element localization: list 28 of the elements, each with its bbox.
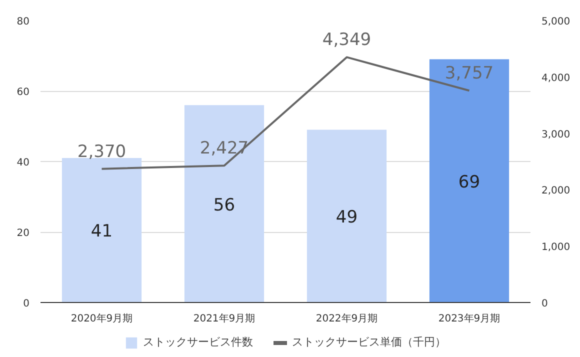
x-tick-label: 2023年9月期 xyxy=(438,312,500,324)
data-label: 4,349 xyxy=(322,30,372,50)
bar xyxy=(62,158,142,302)
x-tick-label: 2020年9月期 xyxy=(70,312,133,324)
data-label: 56 xyxy=(213,195,236,216)
y-tick-label: 20 xyxy=(16,228,30,239)
y2-tick-label: 2,000 xyxy=(542,186,570,197)
x-tick-label: 2022年9月期 xyxy=(316,312,378,324)
data-label: 3,757 xyxy=(444,64,494,84)
data-label: 49 xyxy=(336,208,358,228)
y-tick-label: 60 xyxy=(16,87,30,98)
legend-label: ストックサービス件数 xyxy=(143,334,253,350)
y2-tick-label: 5,000 xyxy=(542,16,570,28)
bar xyxy=(306,130,387,302)
y2-tick-label: 3,000 xyxy=(542,129,570,140)
x-tick-label: 2021年9月期 xyxy=(193,312,256,324)
y2-tick-label: 1,000 xyxy=(542,242,570,254)
y-tick-label: 40 xyxy=(16,158,30,168)
data-label: 41 xyxy=(90,222,113,242)
data-label: 2,370 xyxy=(77,142,126,162)
y-tick-label: 80 xyxy=(16,16,30,28)
bar xyxy=(184,105,264,302)
y-tick-label: 0 xyxy=(23,298,30,310)
data-label: 69 xyxy=(458,172,480,192)
y2-tick-label: 4,000 xyxy=(542,72,570,84)
y2-tick-label: 0 xyxy=(542,298,548,310)
legend-label: ストックサービス単価（千円） xyxy=(292,334,446,350)
bar xyxy=(429,59,510,302)
